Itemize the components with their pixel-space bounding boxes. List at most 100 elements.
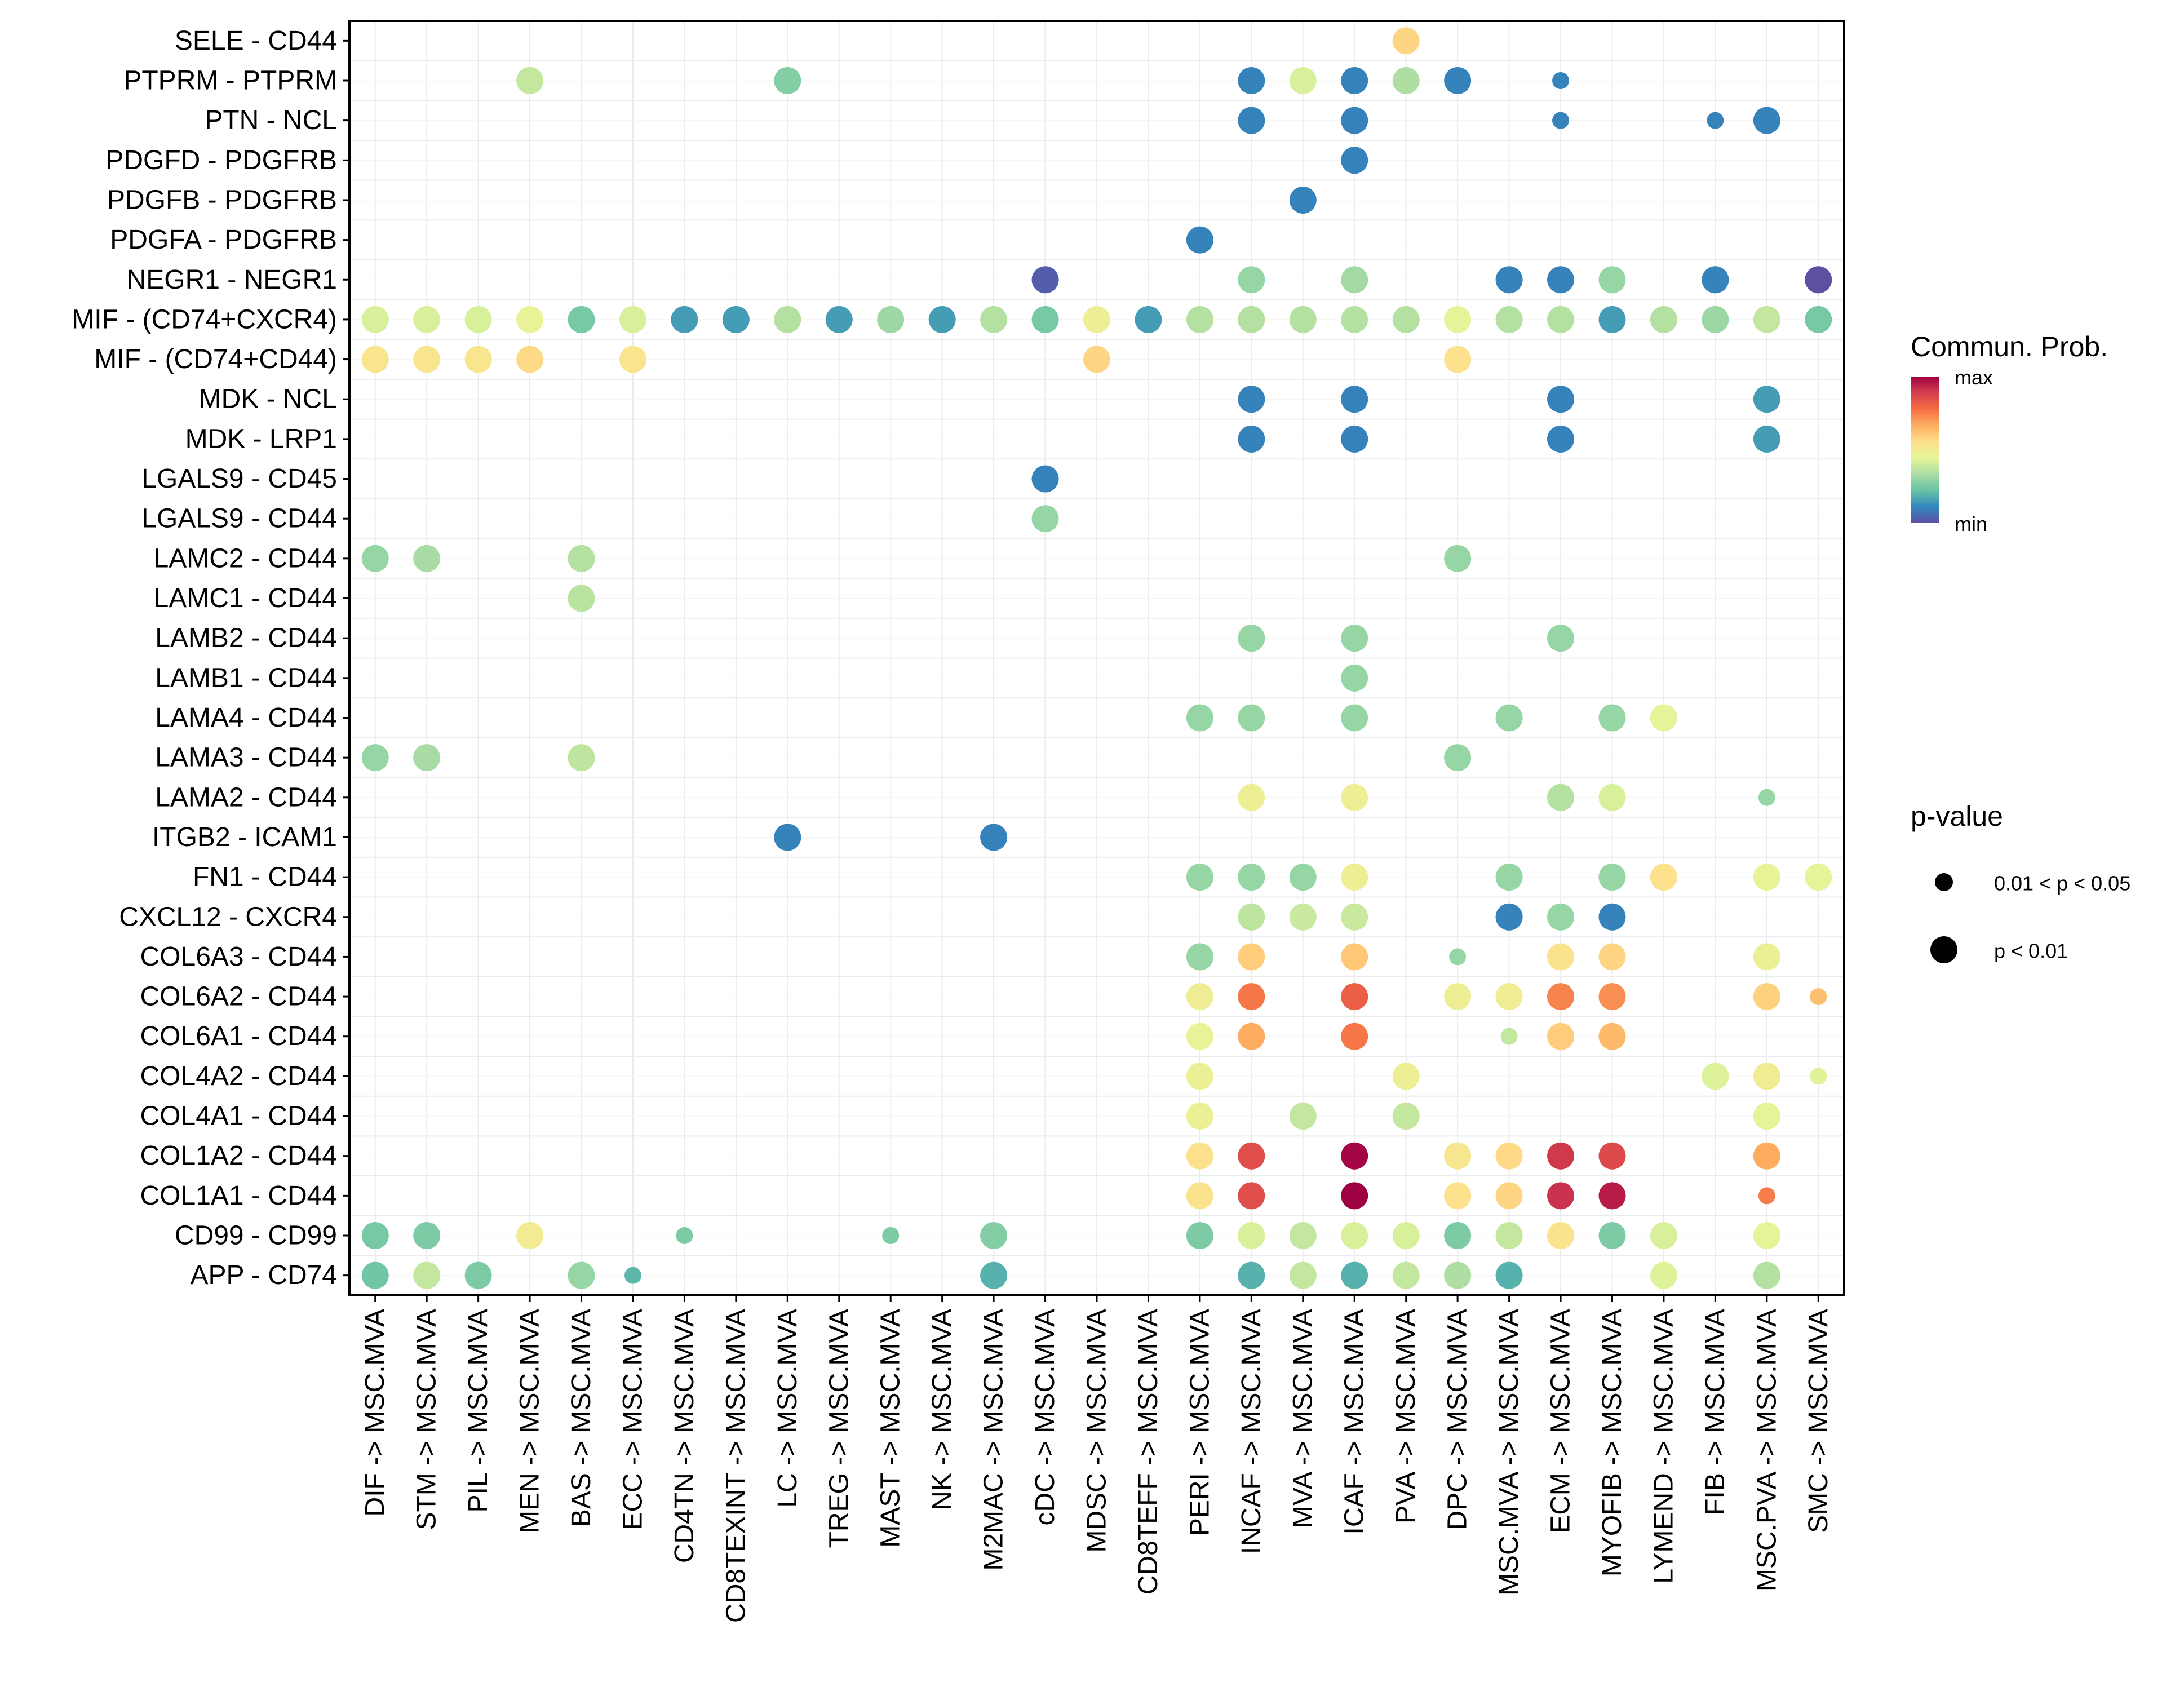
data-point xyxy=(980,824,1008,851)
data-point xyxy=(1341,664,1368,692)
data-point xyxy=(1341,704,1368,732)
data-point xyxy=(1547,983,1575,1011)
y-tick-label: MDK - LRP1 xyxy=(185,424,337,454)
x-tick-label: MVA -> MSC.MVA xyxy=(1288,1309,1318,1528)
y-tick-label: CD99 - CD99 xyxy=(175,1221,337,1251)
x-tick-label: MYOFIB -> MSC.MVA xyxy=(1597,1309,1627,1577)
y-tick-label: COL6A2 - CD44 xyxy=(140,982,337,1012)
data-point xyxy=(980,306,1008,333)
data-point xyxy=(1238,783,1265,811)
data-point xyxy=(1135,306,1162,333)
x-tick-label: MDSC -> MSC.MVA xyxy=(1082,1309,1112,1552)
pvalue-legend-large-dot xyxy=(1930,936,1957,963)
data-point xyxy=(516,1222,544,1250)
x-tick-label: PIL -> MSC.MVA xyxy=(463,1309,493,1512)
data-point xyxy=(413,744,441,772)
data-point xyxy=(774,67,801,94)
y-tick-label: CXCL12 - CXCR4 xyxy=(119,902,337,932)
data-point xyxy=(464,1261,492,1289)
data-point xyxy=(1753,306,1780,333)
y-tick-label: COL1A1 - CD44 xyxy=(140,1181,337,1211)
data-point xyxy=(413,545,441,572)
data-point xyxy=(1444,1261,1472,1289)
data-point xyxy=(361,1222,389,1250)
data-point xyxy=(825,306,853,333)
x-tick-label: BAS -> MSC.MVA xyxy=(566,1309,596,1527)
y-tick-label: PTN - NCL xyxy=(205,105,337,135)
data-point xyxy=(624,1267,641,1284)
data-point xyxy=(1341,943,1368,971)
data-point xyxy=(1341,386,1368,413)
data-point xyxy=(1289,903,1317,931)
data-point xyxy=(1392,306,1420,333)
data-point xyxy=(1547,306,1575,333)
data-point xyxy=(1289,67,1317,94)
data-point xyxy=(1598,1022,1626,1050)
data-point xyxy=(516,306,544,333)
x-tick-label: M2MAC -> MSC.MVA xyxy=(979,1309,1009,1570)
data-point xyxy=(1598,783,1626,811)
data-point xyxy=(1392,27,1420,55)
x-tick-label: MSC.PVA -> MSC.MVA xyxy=(1752,1309,1782,1591)
data-point xyxy=(1598,1182,1626,1210)
pvalue-legend-title: p-value xyxy=(1911,800,2003,832)
data-point xyxy=(1810,1068,1827,1085)
x-tick-label: PERI -> MSC.MVA xyxy=(1185,1309,1215,1536)
data-point xyxy=(1186,1142,1213,1170)
data-point xyxy=(1031,505,1059,533)
y-tick-label: COL4A2 - CD44 xyxy=(140,1061,337,1091)
data-point xyxy=(1598,266,1626,294)
data-point xyxy=(1238,903,1265,931)
data-point xyxy=(1598,943,1626,971)
x-tick-label: NK -> MSC.MVA xyxy=(927,1309,957,1511)
x-tick-label: STM -> MSC.MVA xyxy=(412,1309,442,1530)
data-point xyxy=(1238,306,1265,333)
data-point xyxy=(1753,864,1780,891)
data-point xyxy=(1186,983,1213,1011)
x-tick-label: CD4TN -> MSC.MVA xyxy=(670,1309,699,1563)
data-point xyxy=(1495,1222,1523,1250)
data-point xyxy=(1341,1022,1368,1050)
data-point xyxy=(619,306,646,333)
x-tick-label: TREG -> MSC.MVA xyxy=(824,1309,854,1548)
color-legend-bar xyxy=(1911,377,1939,523)
y-tick-label: LAMB1 - CD44 xyxy=(155,663,337,693)
pvalue-legend: p-value 0.01 < p < 0.05 p < 0.01 xyxy=(1911,800,2130,963)
data-point xyxy=(1238,67,1265,94)
data-point xyxy=(1238,625,1265,652)
data-point xyxy=(1598,864,1626,891)
data-point xyxy=(1031,465,1059,493)
data-point xyxy=(361,346,389,373)
y-tick-label: COL6A1 - CD44 xyxy=(140,1021,337,1051)
x-tick-label: SMC -> MSC.MVA xyxy=(1804,1309,1833,1533)
y-tick-label: PDGFA - PDGFRB xyxy=(110,225,337,255)
x-tick-label: MEN -> MSC.MVA xyxy=(515,1309,545,1533)
y-tick-label: PDGFD - PDGFRB xyxy=(105,145,337,175)
data-point xyxy=(1444,983,1472,1011)
data-point xyxy=(1341,983,1368,1011)
data-point xyxy=(1341,783,1368,811)
y-tick-label: APP - CD74 xyxy=(190,1260,337,1290)
data-point xyxy=(1341,67,1368,94)
data-point xyxy=(516,67,544,94)
data-point xyxy=(1650,704,1677,732)
data-point xyxy=(1547,386,1575,413)
data-point xyxy=(413,1261,441,1289)
data-point xyxy=(1495,266,1523,294)
data-point xyxy=(1753,1103,1780,1130)
data-point xyxy=(1547,1182,1575,1210)
data-point xyxy=(1547,1022,1575,1050)
data-point xyxy=(1552,112,1570,129)
x-tick-label: CD8TEFF -> MSC.MVA xyxy=(1133,1309,1163,1595)
data-point xyxy=(1753,1222,1780,1250)
data-point xyxy=(1392,1222,1420,1250)
data-point xyxy=(1650,864,1677,891)
data-point xyxy=(361,306,389,333)
data-point xyxy=(1598,983,1626,1011)
data-point xyxy=(1238,704,1265,732)
data-point xyxy=(361,545,389,572)
data-point xyxy=(1341,1261,1368,1289)
data-point xyxy=(516,346,544,373)
data-point xyxy=(1238,425,1265,453)
